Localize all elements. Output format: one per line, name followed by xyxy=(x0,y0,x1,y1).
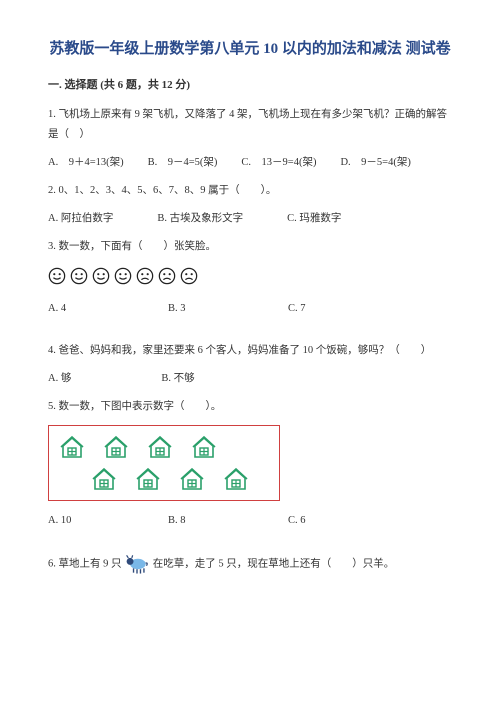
house-icon xyxy=(191,434,217,460)
sad-face-icon xyxy=(136,267,154,285)
sad-face-icon xyxy=(158,267,176,285)
q5-opt-a: A. 10 xyxy=(48,511,168,531)
q2-opt-c: C. 玛雅数字 xyxy=(287,209,341,229)
question-5-options: A. 10 B. 8 C. 6 xyxy=(48,511,452,531)
q4-opt-a: A. 够 xyxy=(48,369,71,389)
smile-face-icon xyxy=(114,267,132,285)
q2-opt-b: B. 古埃及象形文字 xyxy=(157,209,243,229)
question-1: 1. 飞机场上原来有 9 架飞机，又降落了 4 架，飞机场上现在有多少架飞机？正… xyxy=(48,105,452,145)
question-6-pre: 6. 草地上有 9 只 xyxy=(48,558,122,569)
question-4-options: A. 够 B. 不够 xyxy=(48,369,452,389)
section-1-header: 一. 选择题 (共 6 题，共 12 分) xyxy=(48,75,452,96)
question-2-options: A. 阿拉伯数字 B. 古埃及象形文字 C. 玛雅数字 xyxy=(48,209,452,229)
question-4: 4. 爸爸、妈妈和我，家里还要来 6 个客人，妈妈准备了 10 个饭碗，够吗？（… xyxy=(48,341,452,361)
sheep-icon xyxy=(124,553,150,575)
q1-opt-a: A. 9＋4=13(架) xyxy=(48,153,124,173)
question-3-options: A. 4 B. 3 C. 7 xyxy=(48,299,452,319)
question-2: 2. 0、1、2、3、4、5、6、7、8、9 属于（ ）。 xyxy=(48,181,452,201)
q5-opt-c: C. 6 xyxy=(288,511,408,531)
page-title: 苏教版一年级上册数学第八单元 10 以内的加法和减法 测试卷 xyxy=(48,38,452,61)
q1-opt-c: C. 13－9=4(架) xyxy=(241,153,316,173)
house-grid-box xyxy=(48,425,280,501)
q1-opt-b: B. 9－4=5(架) xyxy=(148,153,218,173)
q3-opt-b: B. 3 xyxy=(168,299,288,319)
house-row-1 xyxy=(59,434,269,460)
q1-opt-d: D. 9－5=4(架) xyxy=(340,153,410,173)
smile-face-icon xyxy=(48,267,66,285)
house-icon xyxy=(91,466,117,492)
house-icon xyxy=(147,434,173,460)
question-6: 6. 草地上有 9 只 在吃草，走了 5 只，现在草地上还有（ ）只羊。 xyxy=(48,553,452,575)
question-2-text: 2. 0、1、2、3、4、5、6、7、8、9 属于（ ）。 xyxy=(48,181,452,201)
question-1-options: A. 9＋4=13(架) B. 9－4=5(架) C. 13－9=4(架) D.… xyxy=(48,153,452,173)
question-5-text: 5. 数一数，下图中表示数字（ ）。 xyxy=(48,397,452,417)
question-5: 5. 数一数，下图中表示数字（ ）。 xyxy=(48,397,452,417)
smile-face-icon xyxy=(92,267,110,285)
smile-face-icon xyxy=(70,267,88,285)
house-icon xyxy=(223,466,249,492)
faces-row xyxy=(48,267,452,285)
sad-face-icon xyxy=(180,267,198,285)
house-row-2 xyxy=(59,466,269,492)
question-1-text: 1. 飞机场上原来有 9 架飞机，又降落了 4 架，飞机场上现在有多少架飞机？正… xyxy=(48,105,452,145)
question-3: 3. 数一数，下面有（ ）张笑脸。 xyxy=(48,237,452,257)
q3-opt-c: C. 7 xyxy=(288,299,408,319)
house-icon xyxy=(59,434,85,460)
q2-opt-a: A. 阿拉伯数字 xyxy=(48,209,113,229)
q4-opt-b: B. 不够 xyxy=(161,369,194,389)
house-icon xyxy=(179,466,205,492)
question-6-post: 在吃草，走了 5 只，现在草地上还有（ ）只羊。 xyxy=(153,558,395,569)
q5-opt-b: B. 8 xyxy=(168,511,288,531)
page-root: 苏教版一年级上册数学第八单元 10 以内的加法和减法 测试卷 一. 选择题 (共… xyxy=(0,0,500,603)
house-icon xyxy=(135,466,161,492)
q3-opt-a: A. 4 xyxy=(48,299,168,319)
question-3-text: 3. 数一数，下面有（ ）张笑脸。 xyxy=(48,237,452,257)
house-icon xyxy=(103,434,129,460)
question-4-text: 4. 爸爸、妈妈和我，家里还要来 6 个客人，妈妈准备了 10 个饭碗，够吗？（… xyxy=(48,341,452,361)
